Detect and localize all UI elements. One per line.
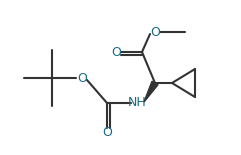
Text: NH: NH — [128, 97, 146, 109]
Text: O: O — [111, 46, 121, 58]
Text: O: O — [77, 71, 87, 84]
Text: O: O — [150, 26, 160, 38]
Text: O: O — [102, 126, 112, 140]
Polygon shape — [144, 81, 158, 102]
